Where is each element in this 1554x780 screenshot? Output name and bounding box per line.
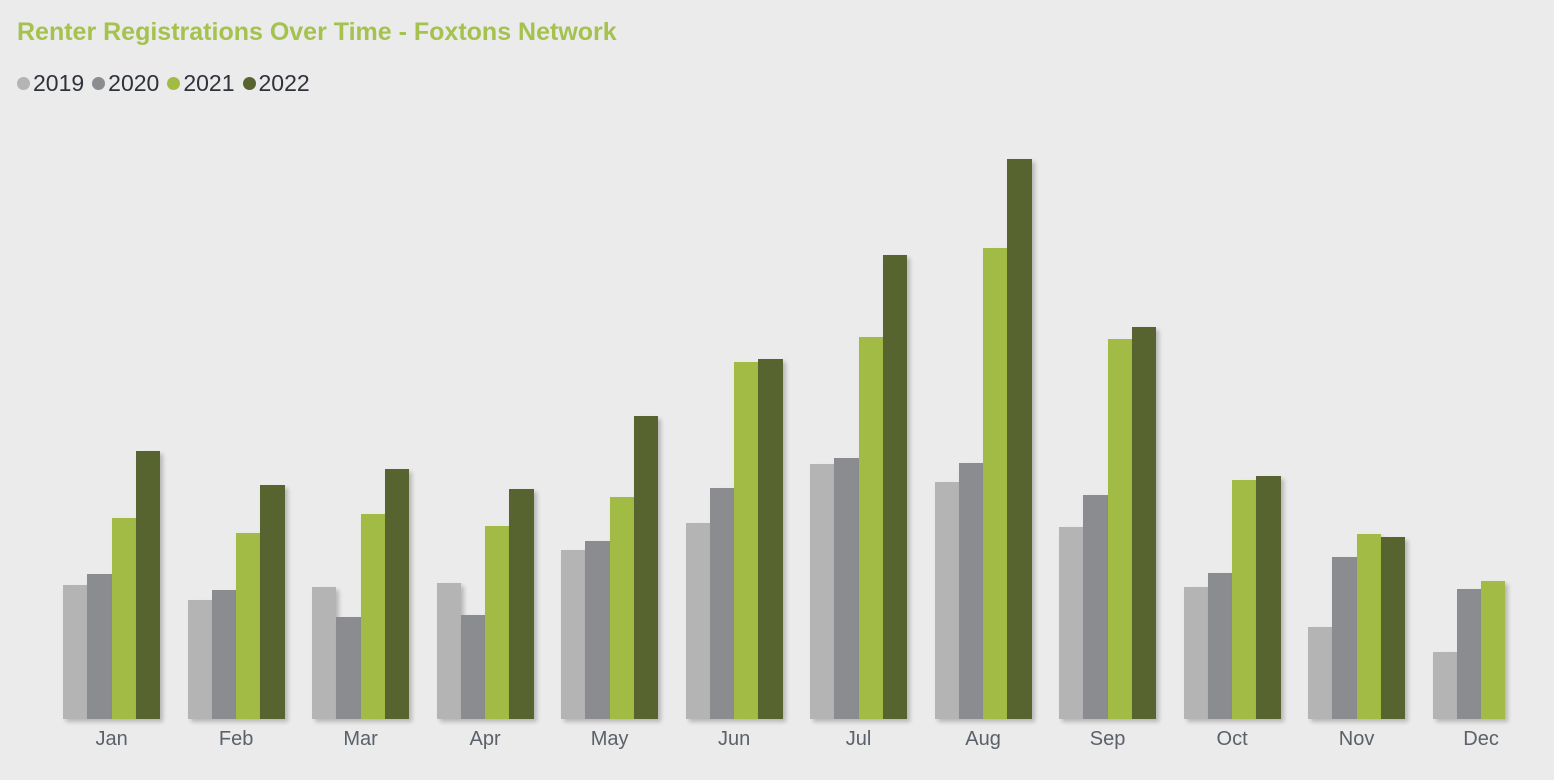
x-axis-label-may: May: [590, 728, 629, 750]
bar-apr-2020: [460, 614, 486, 719]
legend-swatch-icon: [167, 77, 181, 90]
legend-swatch-icon: [17, 77, 30, 90]
legend-item-2020: 2020: [92, 70, 159, 97]
bar-jan-2019: [63, 585, 88, 719]
bar-jun-2019: [685, 523, 710, 719]
bar-sep-2022: [1131, 327, 1157, 719]
legend-item-2022: 2022: [242, 70, 310, 97]
x-axis-label-oct: Oct: [1216, 728, 1248, 750]
bar-aug-2022: [1007, 159, 1032, 719]
bar-nov-2021: [1356, 534, 1381, 719]
legend-swatch-icon: [242, 77, 256, 90]
bar-jul-2022: [882, 254, 908, 719]
bar-oct-2019: [1183, 586, 1208, 719]
bar-sep-2020: [1083, 495, 1108, 719]
bar-jul-2021: [858, 337, 883, 719]
bar-aug-2020: [958, 463, 984, 719]
bar-mar-2019: [312, 586, 337, 719]
bar-nov-2020: [1332, 557, 1357, 719]
bar-mar-2020: [336, 617, 361, 719]
bar-jun-2020: [709, 487, 735, 719]
bar-may-2022: [633, 416, 659, 719]
bar-apr-2019: [436, 582, 461, 719]
x-axis-label-feb: Feb: [218, 728, 254, 750]
bar-jul-2020: [834, 458, 859, 719]
x-axis-label-nov: Nov: [1338, 728, 1375, 750]
legend-label: 2021: [183, 70, 235, 96]
x-axis-label-jan: Jan: [95, 728, 128, 750]
bar-may-2019: [561, 549, 586, 719]
bar-jun-2022: [758, 358, 783, 719]
x-axis-label-jun: Jun: [717, 728, 751, 750]
bar-jun-2021: [734, 361, 759, 719]
legend-label: 2020: [108, 70, 160, 96]
bar-oct-2022: [1256, 475, 1281, 719]
bar-aug-2021: [983, 248, 1008, 719]
bar-apr-2022: [509, 488, 534, 719]
x-axis-label-mar: Mar: [343, 728, 378, 750]
bar-may-2020: [585, 540, 610, 719]
bar-sep-2021: [1107, 338, 1132, 719]
bar-jul-2019: [810, 464, 835, 719]
bar-dec-2021: [1481, 581, 1506, 719]
x-axis-label-jul: Jul: [845, 728, 872, 750]
x-axis-label-apr: Apr: [469, 728, 501, 750]
bar-jan-2022: [135, 450, 161, 719]
bar-oct-2021: [1232, 479, 1257, 719]
legend-swatch-icon: [92, 77, 106, 90]
legend-label: 2019: [33, 70, 85, 96]
bar-dec-2019: [1432, 651, 1457, 719]
bar-feb-2020: [211, 590, 237, 719]
x-axis-label-sep: Sep: [1089, 728, 1126, 750]
bar-dec-2020: [1456, 589, 1482, 719]
bar-feb-2022: [260, 484, 285, 719]
bar-jan-2021: [111, 517, 136, 719]
legend-label: 2022: [258, 70, 310, 96]
bar-may-2021: [609, 497, 634, 719]
bar-apr-2021: [485, 525, 510, 719]
legend-item-2019: 2019: [17, 70, 84, 97]
x-axis-label-dec: Dec: [1463, 728, 1499, 750]
bar-feb-2021: [236, 533, 261, 719]
bar-jan-2020: [87, 573, 112, 719]
x-axis-label-aug: Aug: [965, 728, 1001, 750]
bar-mar-2022: [384, 469, 410, 719]
chart-title: Renter Registrations Over Time - Foxtons…: [17, 18, 617, 46]
bar-mar-2021: [360, 514, 385, 719]
bar-sep-2019: [1059, 526, 1084, 719]
bar-oct-2020: [1207, 572, 1233, 719]
legend-item-2021: 2021: [167, 70, 235, 97]
bar-feb-2019: [187, 599, 212, 719]
bar-nov-2019: [1308, 627, 1333, 719]
bar-nov-2022: [1380, 537, 1406, 719]
bar-aug-2019: [934, 482, 959, 719]
legend: 2019 2020 2021 2022: [17, 70, 310, 97]
